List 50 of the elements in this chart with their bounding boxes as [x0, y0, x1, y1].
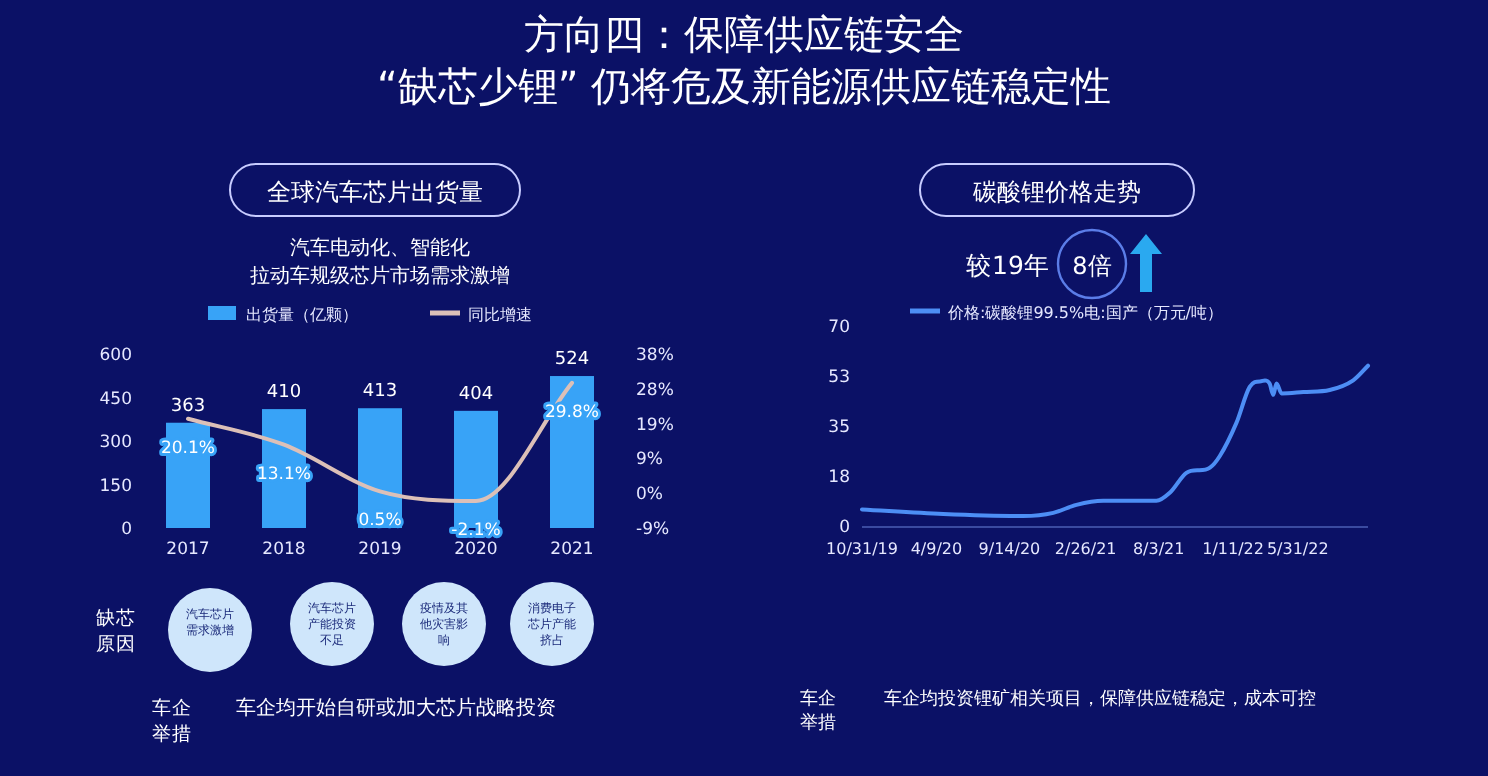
y-tick-label: 0: [121, 520, 132, 540]
text: 车企举措: [152, 696, 192, 746]
y2-tick-label: -9%: [636, 520, 670, 540]
data-label: 363: [170, 396, 206, 417]
y-tick-label: 300: [99, 433, 132, 453]
legend-label: 出货量（亿颗）: [246, 306, 358, 324]
chart-title: 全球汽车芯片出货量: [267, 178, 483, 206]
y-tick-label: 53: [828, 368, 850, 388]
text: 较19年: [966, 250, 1050, 280]
x-tick-label: 2021: [550, 540, 594, 560]
data-label: 0.5%: [358, 511, 402, 532]
y2-tick-label: 28%: [636, 380, 674, 401]
y-tick-label: 70: [828, 318, 850, 338]
x-tick-label: 2/26/21: [1054, 540, 1117, 558]
y-tick-label: 35: [828, 418, 850, 438]
x-tick-label: 2019: [358, 540, 402, 560]
x-tick-label: 10/31/19: [826, 540, 898, 558]
x-tick-label: 9/14/20: [978, 540, 1041, 558]
line-series: [860, 363, 1370, 518]
y2-tick-label: 9%: [636, 450, 663, 471]
x-tick-label: 2017: [166, 540, 210, 560]
y-tick-label: 0: [839, 518, 850, 538]
y-tick-label: 600: [99, 346, 132, 366]
text: 车企均投资锂矿相关项目，保障供应链稳定，成本可控: [884, 688, 1316, 710]
data-label: 413: [362, 382, 398, 403]
text: 缺芯原因: [96, 606, 136, 656]
text: 车企举措: [800, 688, 836, 735]
text: 车企均开始自研或加大芯片战略投资: [236, 696, 556, 720]
data-label: 524: [554, 350, 590, 371]
chart-title: 碳酸锂价格走势: [971, 178, 1141, 206]
x-tick-label: 2020: [454, 540, 498, 560]
x-tick-label: 1/11/22: [1202, 540, 1264, 558]
data-label: 404: [458, 384, 494, 405]
x-tick-label: 5/31/22: [1266, 540, 1329, 558]
chart-subtitle: 汽车电动化、智能化拉动车规级芯片市场需求激增: [250, 236, 510, 288]
y-tick-label: 150: [99, 476, 132, 497]
text: “缺芯少锂” 仍将危及新能源供应链稳定性: [376, 62, 1112, 110]
x-tick-label: 2018: [262, 540, 306, 560]
text: 8倍: [1072, 252, 1112, 280]
y-tick-label: 450: [99, 389, 132, 410]
y2-tick-label: 19%: [636, 415, 674, 436]
y-tick-label: 18: [828, 468, 850, 488]
legend-label: 同比增速: [468, 306, 532, 324]
x-tick-label: 8/3/21: [1132, 540, 1185, 558]
y2-tick-label: 0%: [636, 485, 663, 506]
y2-tick-label: 38%: [636, 346, 674, 366]
text: 方向四：保障供应链安全: [524, 10, 964, 58]
data-label: 410: [266, 383, 302, 404]
legend-label: 价格:碳酸锂99.5%电:国产（万元/吨）: [946, 304, 1223, 322]
x-tick-label: 4/9/20: [910, 540, 963, 558]
